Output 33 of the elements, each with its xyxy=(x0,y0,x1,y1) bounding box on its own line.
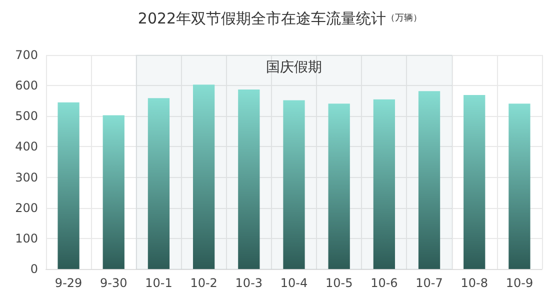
y-tick-label: 500 xyxy=(15,109,38,124)
bar xyxy=(283,100,305,269)
bar xyxy=(464,95,486,269)
bar xyxy=(373,99,396,269)
y-tick-label: 600 xyxy=(15,78,38,93)
x-tick-label: 10-7 xyxy=(416,276,443,290)
chart-subtitle: （万辆） xyxy=(386,12,422,24)
y-tick-label: 300 xyxy=(15,170,38,184)
x-tick-label: 10-4 xyxy=(280,276,308,290)
x-tick-label: 10-6 xyxy=(370,276,398,290)
bar xyxy=(418,91,440,269)
bar xyxy=(238,90,260,269)
y-tick-label: 200 xyxy=(15,200,38,215)
bar xyxy=(58,102,80,269)
x-tick-label: 10-9 xyxy=(506,276,534,290)
x-tick-label: 10-5 xyxy=(325,276,353,290)
y-tick-label: 100 xyxy=(15,231,38,246)
bar xyxy=(192,84,215,269)
y-tick-label: 700 xyxy=(15,48,38,62)
band-label: 国庆假期 xyxy=(266,60,322,76)
y-tick-label: 0 xyxy=(30,262,38,276)
x-tick-label: 10-3 xyxy=(235,276,263,290)
chart-title: 2022年双节假期全市在途车流量统计 xyxy=(138,10,386,28)
x-tick-label: 10-1 xyxy=(145,276,172,290)
x-tick-label: 9-29 xyxy=(54,276,82,290)
x-tick-label: 10-2 xyxy=(190,276,218,290)
y-tick-label: 400 xyxy=(15,140,38,154)
bar xyxy=(508,104,530,269)
bar xyxy=(328,104,350,269)
x-tick-label: 9-30 xyxy=(100,276,128,290)
x-tick-label: 10-8 xyxy=(460,276,488,290)
bar xyxy=(102,115,124,269)
bar xyxy=(148,98,170,269)
